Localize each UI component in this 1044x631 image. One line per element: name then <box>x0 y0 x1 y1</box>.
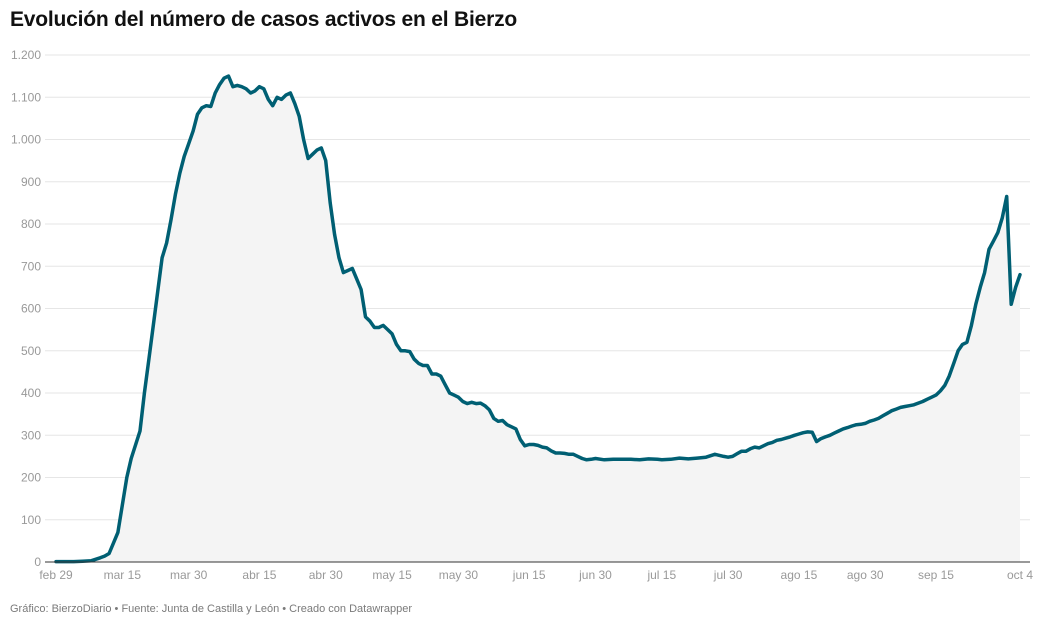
y-tick-label: 400 <box>21 386 41 400</box>
y-tick-label: 800 <box>21 217 41 231</box>
x-tick-label: jul 15 <box>646 568 676 582</box>
x-tick-label: sep 15 <box>918 568 954 582</box>
x-tick-label: jun 30 <box>578 568 612 582</box>
chart-footer-credits: Gráfico: BierzoDiario • Fuente: Junta de… <box>10 603 413 615</box>
y-tick-label: 300 <box>21 428 41 442</box>
x-tick-label: may 30 <box>439 568 479 582</box>
x-tick-label: may 15 <box>372 568 412 582</box>
y-tick-label: 200 <box>21 471 41 485</box>
x-axis-tick-labels: feb 29 mar 15 mar 30 abr 15 abr 30 may 15 may … <box>39 568 1033 582</box>
x-tick-label: mar 30 <box>170 568 208 582</box>
x-tick-label: oct 4 <box>1007 568 1033 582</box>
y-axis-tick-labels: 0 100 200 300 400 500 600 700 800 900 1.000 1.100 1.… <box>11 48 41 569</box>
series-area-fill <box>56 76 1020 562</box>
x-tick-label: abr 30 <box>309 568 343 582</box>
y-tick-label: 600 <box>21 302 41 316</box>
y-tick-label: 1.100 <box>11 90 41 104</box>
chart-title: Evolución del número de casos activos en… <box>10 8 517 31</box>
y-tick-label: 900 <box>21 175 41 189</box>
x-tick-label: ago 30 <box>847 568 884 582</box>
y-tick-label: 0 <box>34 555 41 569</box>
series-line <box>54 74 1022 564</box>
y-tick-label: 1.000 <box>11 133 41 147</box>
x-tick-label: feb 29 <box>39 568 73 582</box>
y-tick-label: 700 <box>21 259 41 273</box>
y-tick-label: 1.200 <box>11 48 41 62</box>
x-tick-label: mar 15 <box>104 568 142 582</box>
y-tick-label: 100 <box>21 513 41 527</box>
x-tick-label: jun 15 <box>512 568 546 582</box>
x-tick-label: jul 30 <box>713 568 743 582</box>
y-tick-label: 500 <box>21 344 41 358</box>
x-tick-label: ago 15 <box>781 568 818 582</box>
x-tick-label: abr 15 <box>242 568 276 582</box>
